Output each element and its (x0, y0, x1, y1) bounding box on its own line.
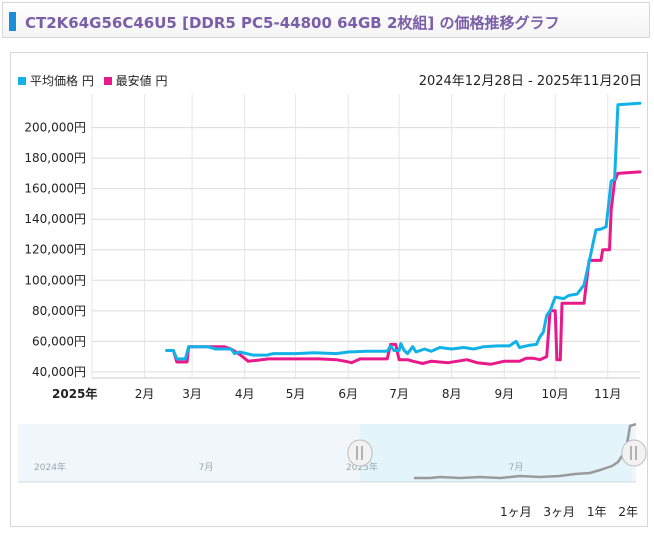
date-range-label: 2024年12月28日 - 2025年11月20日 (418, 74, 642, 89)
page-title: CT2K64G56C46U5 [DDR5 PC5-44800 64GB 2枚組]… (25, 14, 560, 32)
average-price-line (165, 101, 642, 361)
x-tick-label: 10月 (542, 387, 569, 401)
navigator-handle-right[interactable] (621, 439, 647, 467)
range-button-1-year[interactable]: 1年 (586, 505, 607, 519)
x-tick-label: 2025年 (52, 386, 97, 401)
navigator-label-jul-2025: 7月 (509, 462, 524, 473)
y-tick-label: 80,000円 (32, 304, 86, 318)
range-button-3-months[interactable]: 3ヶ月 (543, 505, 576, 519)
y-tick-label: 200,000円 (24, 121, 86, 135)
x-tick-label: 5月 (286, 387, 306, 401)
legend-item-lowest[interactable]: 最安値 円 (103, 72, 168, 89)
y-tick-label: 160,000円 (24, 182, 86, 196)
x-tick-label: 4月 (235, 387, 255, 401)
navigator-label-jul-2024: 7月 (199, 462, 214, 473)
x-tick-label: 3月 (182, 387, 202, 401)
x-tick-label: 8月 (442, 387, 462, 401)
chart-title-bar: CT2K64G56C46U5 [DDR5 PC5-44800 64GB 2枚組]… (2, 2, 650, 38)
range-button-2-years[interactable]: 2年 (618, 505, 638, 519)
legend-label-average: 平均価格 円 (30, 74, 94, 88)
title-accent-bar (9, 12, 16, 31)
legend-item-average[interactable]: 平均価格 円 (18, 72, 94, 89)
legend-swatch-lowest (103, 76, 112, 85)
y-tick-label: 140,000円 (24, 212, 86, 226)
navigator-handle-left[interactable] (347, 439, 373, 467)
y-tick-label: 180,000円 (24, 151, 86, 165)
x-tick-label: 6月 (338, 387, 358, 401)
chart-legend: 平均価格 円 最安値 円 (18, 72, 173, 89)
range-selector: 1ヶ月 3ヶ月 1年 2年 (492, 503, 638, 520)
legend-label-lowest: 最安値 円 (115, 74, 168, 88)
y-tick-label: 100,000円 (24, 273, 86, 287)
x-tick-label: 9月 (494, 387, 514, 401)
x-tick-label: 2月 (135, 387, 155, 401)
range-button-1-month[interactable]: 1ヶ月 (499, 505, 532, 519)
legend-swatch-average (18, 76, 26, 85)
x-tick-label: 7月 (389, 387, 409, 401)
navigator-label-2024: 2024年 (34, 461, 66, 473)
lowest-price-line (165, 170, 642, 366)
y-tick-label: 60,000円 (32, 334, 86, 348)
x-tick-label: 11月 (594, 387, 621, 401)
y-tick-label: 120,000円 (24, 243, 86, 257)
y-tick-label: 40,000円 (32, 365, 86, 379)
range-navigator[interactable]: 2024年 7月 2025年 7月 (18, 422, 647, 483)
